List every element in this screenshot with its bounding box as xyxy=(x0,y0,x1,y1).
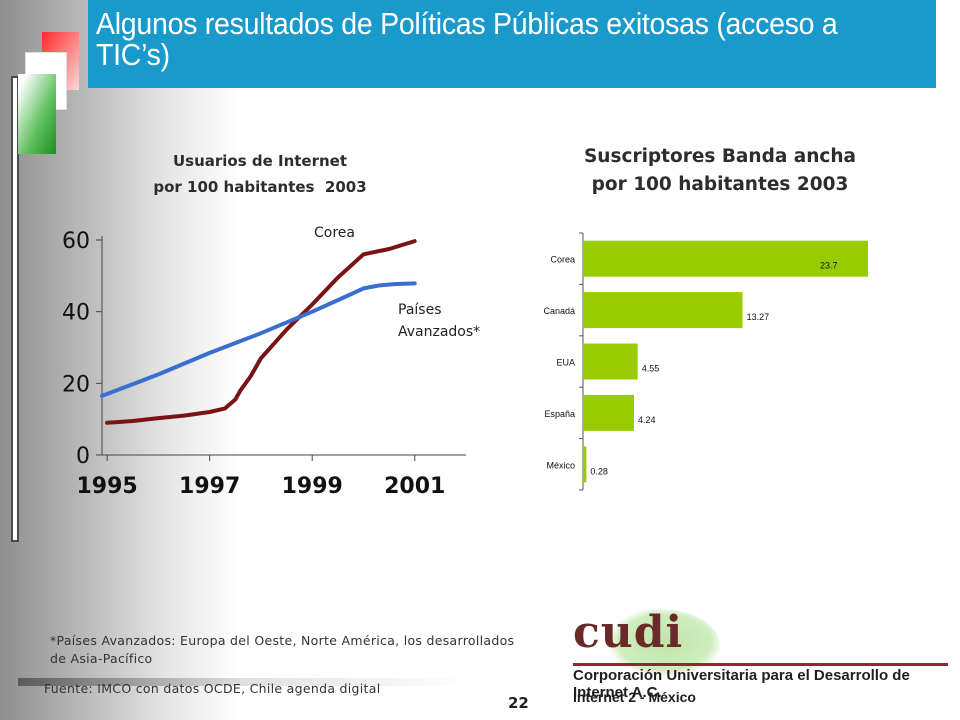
line-chart-title: Usuarios de Internet por 100 habitantes … xyxy=(115,148,405,200)
footnote-line1: *Países Avanzados: Europa del Oeste, Nor… xyxy=(50,633,515,648)
bar-value-label: 4.55 xyxy=(642,364,660,374)
bar-canad xyxy=(583,292,743,329)
line-chart-y-tick-label: 20 xyxy=(62,372,90,397)
line-chart-x-tick-label: 1995 xyxy=(77,474,138,499)
series-label-paises-avanzados-line2: Avanzados* xyxy=(398,324,480,340)
bar-chart-title: Suscriptores Banda ancha por 100 habitan… xyxy=(555,143,885,199)
logo-organization-name: Corporación Universitaria para el Desarr… xyxy=(573,667,910,701)
line-chart-y-tick-label: 0 xyxy=(76,444,90,469)
bar-eua xyxy=(583,343,638,380)
logo-wordmark: cudi xyxy=(573,607,684,658)
bar-corea xyxy=(583,240,868,277)
line-chart-y-tick-label: 60 xyxy=(62,229,90,254)
logo-rule xyxy=(573,663,948,666)
decorative-vertical-bar-highlight xyxy=(13,78,17,540)
cudi-logo: cudi Corporación Universitaria para el D… xyxy=(565,605,955,713)
title-bar xyxy=(88,0,936,88)
line-chart-x-tick-label: 2001 xyxy=(384,474,445,499)
slide-title: Algunos resultados de Políticas Públicas… xyxy=(96,6,838,72)
decorative-green-square xyxy=(18,74,56,154)
line-chart-title-line2: por 100 habitantes 2003 xyxy=(153,178,367,196)
series-line-corea xyxy=(105,239,417,425)
logo-subtitle: Internet 2 - México xyxy=(573,689,696,705)
series-line-paises-avanzados xyxy=(100,281,417,398)
footnote: *Países Avanzados: Europa del Oeste, Nor… xyxy=(50,632,570,668)
bar-category-label: Canadá xyxy=(543,306,575,316)
bar-value-label: 4.24 xyxy=(638,415,656,425)
bar-category-label: España xyxy=(544,409,575,419)
bar-chart-title-line2: por 100 habitantes 2003 xyxy=(591,174,849,195)
bar-chart-title-line1: Suscriptores Banda ancha xyxy=(583,146,857,167)
footnote-line2: de Asia-Pacífico xyxy=(50,651,153,666)
page-number: 22 xyxy=(508,694,529,712)
bar-category-label: México xyxy=(546,460,575,470)
line-chart-x-tick-label: 1997 xyxy=(179,474,240,499)
line-chart-title-line1: Usuarios de Internet xyxy=(172,152,348,170)
bar-category-label: EUA xyxy=(556,358,575,368)
bar-value-label: 13.27 xyxy=(747,312,770,322)
source-note: Fuente: IMCO con datos OCDE, Chile agend… xyxy=(44,681,381,696)
source-divider xyxy=(18,678,468,686)
series-label-paises-avanzados-line1: Países xyxy=(398,302,441,318)
bar-mxico xyxy=(583,446,587,483)
bar-espaa xyxy=(583,394,634,431)
series-label-corea: Corea xyxy=(314,225,355,241)
bar-value-label: 0.28 xyxy=(590,466,608,476)
line-chart-x-tick-label: 1999 xyxy=(282,474,343,499)
bar-value-label: 23.7 xyxy=(820,261,838,271)
line-chart-y-tick-label: 40 xyxy=(62,301,90,326)
bar-category-label: Corea xyxy=(550,255,575,265)
